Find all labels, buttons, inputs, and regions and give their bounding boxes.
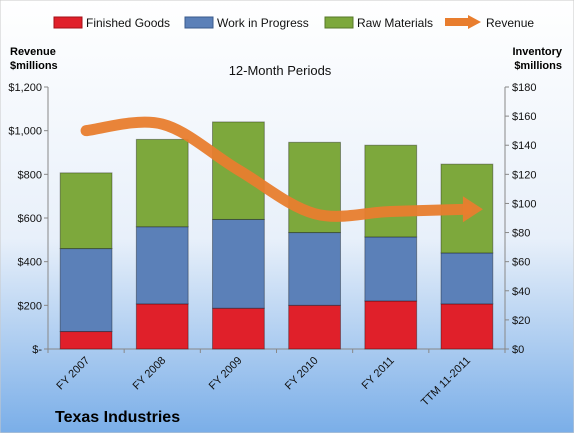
right-tick-label: $0 xyxy=(512,344,524,356)
bar-finished-goods xyxy=(440,303,494,350)
bar-work-in-progress xyxy=(135,226,189,305)
right-tick-label: $80 xyxy=(512,228,530,240)
left-tick-label: $- xyxy=(32,344,42,356)
left-tick-label: $800 xyxy=(18,169,42,181)
bar-work-in-progress xyxy=(212,218,265,309)
bar-finished-goods xyxy=(135,303,189,350)
left-axis-title-line1: Revenue xyxy=(10,46,56,58)
bar-finished-goods xyxy=(288,304,341,350)
left-tick-label: $200 xyxy=(18,300,42,312)
right-tick-label: $140 xyxy=(512,140,536,152)
left-tick-label: $1,000 xyxy=(8,126,42,138)
right-tick-label: $20 xyxy=(512,315,530,327)
right-tick-label: $160 xyxy=(512,111,536,123)
legend-label-finished-goods: Finished Goods xyxy=(86,16,170,30)
bar-raw-materials xyxy=(59,172,113,250)
legend-label-revenue: Revenue xyxy=(486,16,534,30)
legend-swatch-work-in-progress xyxy=(184,16,214,29)
right-tick-label: $40 xyxy=(512,286,530,298)
revenue-line-group xyxy=(80,116,483,223)
revenue-line xyxy=(80,116,473,222)
bar-work-in-progress xyxy=(364,236,418,302)
right-tick-label: $120 xyxy=(512,169,536,181)
bar-work-in-progress xyxy=(440,252,494,305)
legend: Finished Goods Work in Progress Raw Mate… xyxy=(53,15,534,30)
left-tick-label: $400 xyxy=(18,257,42,269)
legend-label-work-in-progress: Work in Progress xyxy=(217,16,309,30)
bar-finished-goods xyxy=(212,307,265,350)
bar-raw-materials xyxy=(364,144,418,238)
legend-swatch-raw-materials xyxy=(324,16,354,29)
bar-work-in-progress xyxy=(288,232,341,306)
legend-swatch-finished-goods xyxy=(53,16,83,29)
chart-subtitle: 12-Month Periods xyxy=(229,63,332,78)
right-axis-ticks: $0 $20 $40 $60 $80 $100 $120 $140 $160 $180 xyxy=(505,82,536,356)
right-tick-label: $60 xyxy=(512,257,530,269)
right-tick-label: $180 xyxy=(512,82,536,94)
legend-swatch-revenue-arrow xyxy=(468,15,481,29)
right-axis-title-line2: $millions xyxy=(514,60,562,72)
company-name: Texas Industries xyxy=(55,409,180,426)
left-tick-label: $1,200 xyxy=(8,82,42,94)
left-axis-title-line2: $millions xyxy=(10,60,58,72)
left-tick-label: $600 xyxy=(18,213,42,225)
right-tick-label: $100 xyxy=(512,198,536,210)
left-axis-ticks: $- $200 $400 $600 $800 $1,000 $1,200 xyxy=(8,82,48,356)
right-axis-title-line1: Inventory xyxy=(512,46,562,58)
legend-label-raw-materials: Raw Materials xyxy=(357,16,433,30)
revenue-arrowhead xyxy=(462,196,483,223)
bar-work-in-progress xyxy=(59,248,113,333)
bar-raw-materials xyxy=(135,138,189,228)
bar-finished-goods xyxy=(364,300,418,350)
bars xyxy=(59,121,494,350)
bar-finished-goods xyxy=(59,331,113,350)
